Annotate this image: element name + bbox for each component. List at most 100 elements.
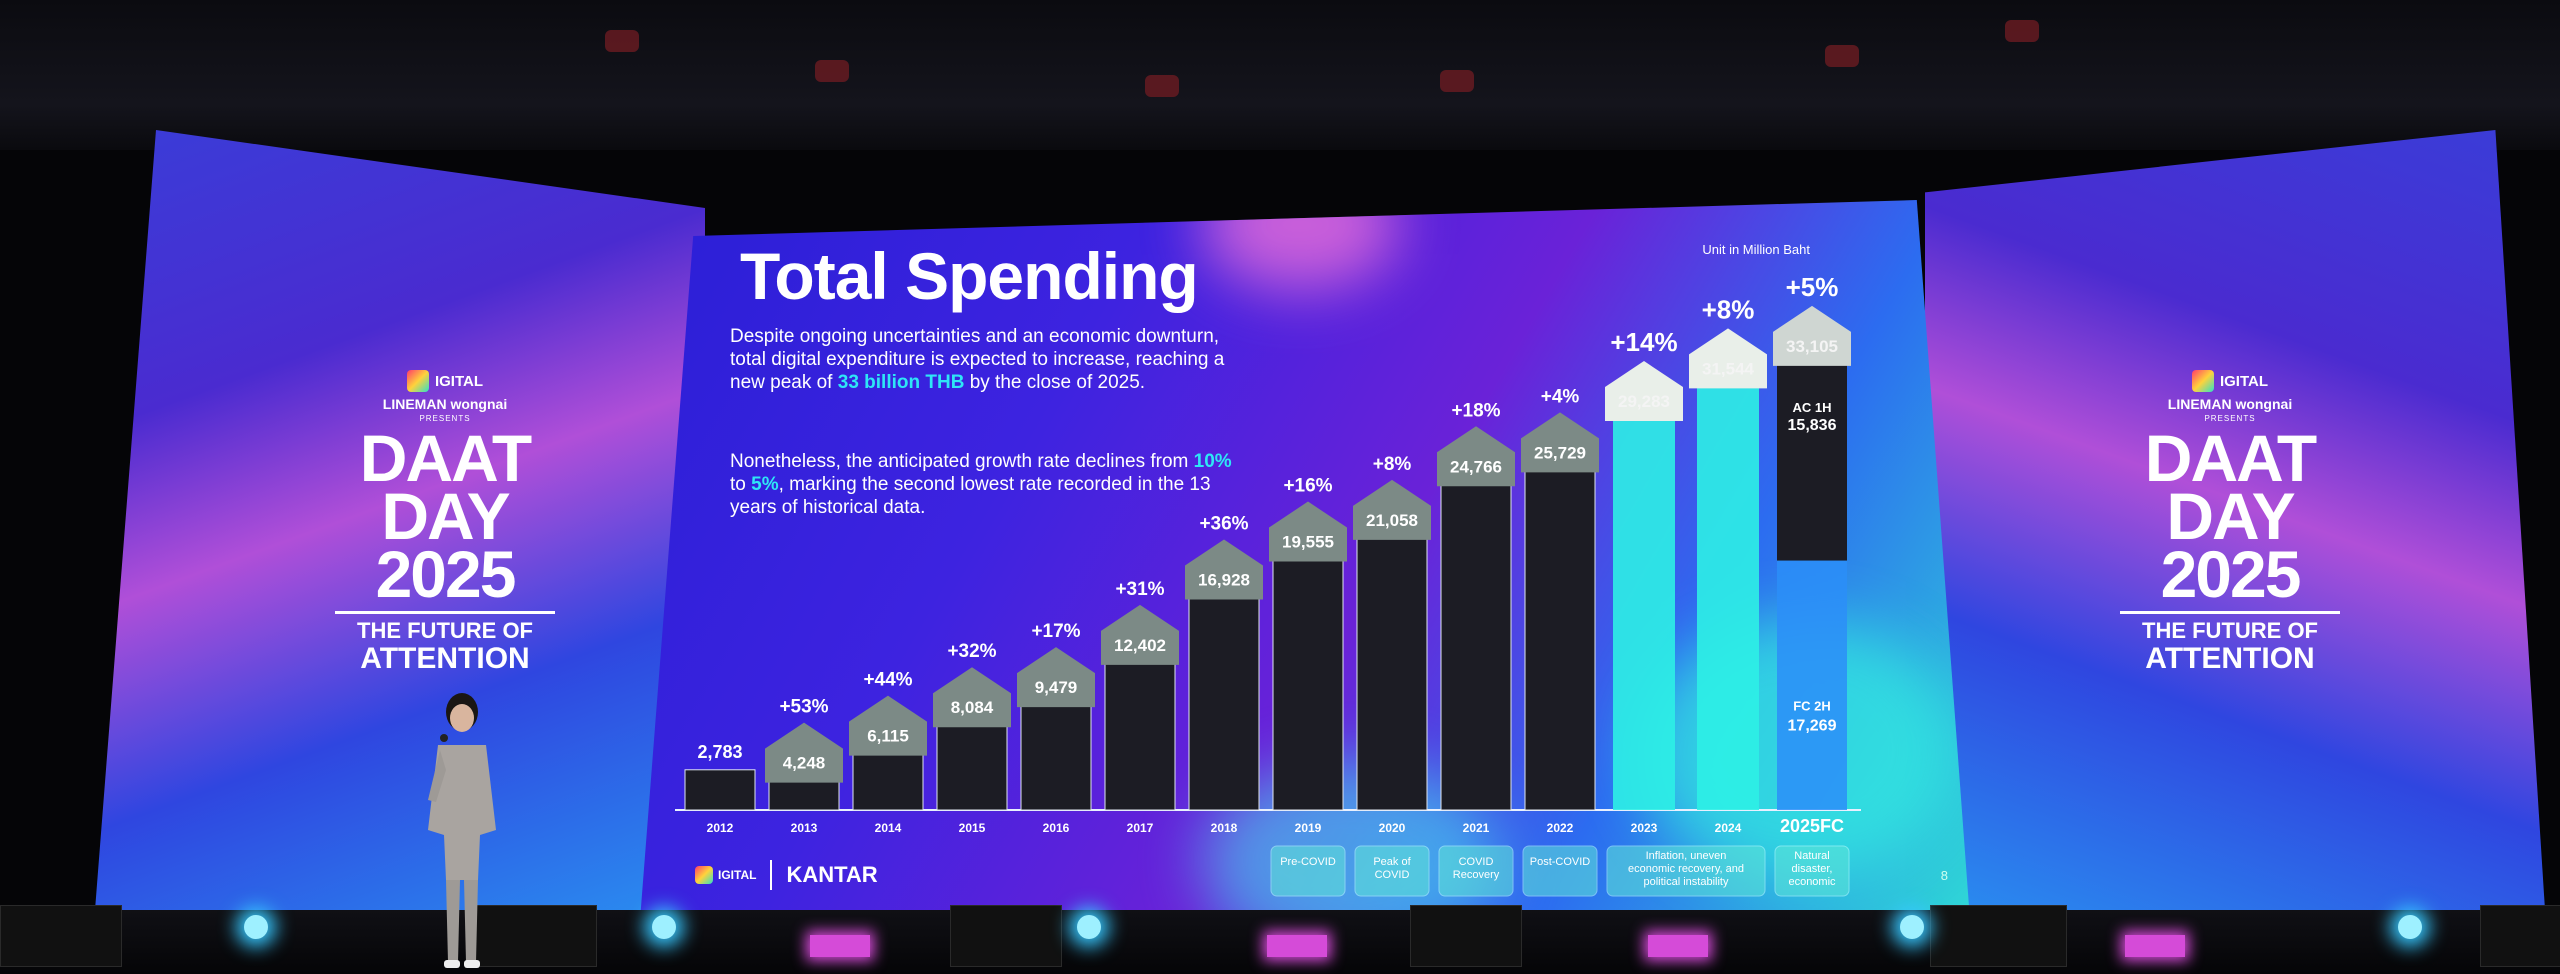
year-label-2016: 2016 <box>1043 821 1070 835</box>
ac-1h-label: AC 1H <box>1792 400 1831 415</box>
event-brand-block: IGITAL LINEMAN wongnai PRESENTS DAAT DAY… <box>295 370 595 674</box>
value-label-2024: 31,544 <box>1702 359 1755 378</box>
stage-light <box>652 915 676 939</box>
bar-2019 <box>1272 527 1344 811</box>
growth-cap-2015 <box>933 667 1011 728</box>
digital-logo-icon <box>695 866 713 884</box>
para2-text-end: , marking the second lowest rate recorde… <box>730 474 1211 518</box>
digital-logo: IGITAL <box>295 370 595 392</box>
value-label-2022: 25,729 <box>1534 443 1586 462</box>
growth-cap-2020 <box>1353 479 1431 540</box>
para1-text-end: by the close of 2025. <box>964 372 1146 393</box>
rig-light <box>1440 70 1474 92</box>
growth-label-2024: +8% <box>1702 294 1755 324</box>
growth-cap-2022 <box>1521 412 1599 473</box>
tagline-line1: THE FUTURE OF <box>2120 611 2340 644</box>
slide-paragraph-2: Nonetheless, the anticipated growth rate… <box>730 450 1240 519</box>
fc-2h-value: 17,269 <box>1788 718 1837 735</box>
year-label-2012: 2012 <box>707 821 734 835</box>
para2-highlight-1: 10% <box>1193 451 1232 472</box>
year-label-2017: 2017 <box>1127 821 1154 835</box>
growth-label-2017: +31% <box>1115 579 1164 600</box>
para2-text-mid: to <box>730 474 752 495</box>
year-label-2014: 2014 <box>875 821 902 835</box>
rig-light <box>2005 20 2039 42</box>
presenter <box>428 693 496 968</box>
event-name: DAAT DAY 2025 <box>2080 421 2380 607</box>
growth-label-2015: +32% <box>947 641 996 662</box>
year-label-2018: 2018 <box>1211 821 1238 835</box>
bar-2022 <box>1524 437 1596 811</box>
para2-highlight-2: 5% <box>751 474 779 495</box>
stage-speaker <box>0 905 122 967</box>
growth-label-2022: +4% <box>1541 386 1580 407</box>
growth-label-2018: +36% <box>1199 513 1248 534</box>
spending-bar-chart: 2,783 2012 4,248 +53% 2013 6,115 +44% 2014 8,084… <box>675 272 1861 897</box>
growth-label-2023: +14% <box>1610 327 1677 357</box>
page-number: 8 <box>1940 868 1948 883</box>
growth-cap-2019 <box>1269 501 1347 562</box>
year-label-2022: 2022 <box>1547 821 1574 835</box>
period-tag-text: COVID <box>1459 856 1494 868</box>
value-label-2019: 19,555 <box>1282 533 1334 552</box>
stage-speaker <box>950 905 1062 967</box>
period-tag-text: Inflation, uneven <box>1646 850 1727 862</box>
digital-logo-text: IGITAL <box>434 372 484 390</box>
period-tag-text: economic recovery, and <box>1628 863 1744 875</box>
tagline-line2: ATTENTION <box>360 642 530 675</box>
period-tag-text: Recovery <box>1453 869 1500 881</box>
growth-cap-2016 <box>1017 647 1095 708</box>
stage-light <box>1900 915 1924 939</box>
period-tag-box <box>1270 845 1346 897</box>
year-label-2021: 2021 <box>1463 821 1490 835</box>
value-label-2020: 21,058 <box>1366 511 1418 530</box>
para1-highlight: 33 billion THB <box>837 372 965 393</box>
stage-light <box>1077 915 1101 939</box>
event-name-line2: DAY <box>381 479 510 553</box>
digital-footer-logo: IGITAL <box>695 866 756 884</box>
digital-logo-icon <box>406 370 429 392</box>
digital-logo-icon <box>2191 370 2214 392</box>
digital-footer-logo-text: IGITAL <box>718 868 757 882</box>
period-tag-text: Post-COVID <box>1530 856 1591 868</box>
period-tag-text: disaster, <box>1792 863 1833 875</box>
bar-2024 <box>1697 354 1759 810</box>
year-label-2023: 2023 <box>1631 821 1658 835</box>
para1-text: Despite ongoing uncertainties and an eco… <box>730 326 1225 393</box>
growth-label-2020: +8% <box>1373 454 1412 475</box>
slide-title: Total Spending <box>740 239 1199 313</box>
kantar-logo: KANTAR <box>786 862 878 887</box>
event-name-line1: DAAT <box>2144 421 2317 495</box>
period-tag-text: Pre-COVID <box>1280 856 1336 868</box>
growth-cap-2024 <box>1689 328 1767 389</box>
growth-cap-2023 <box>1605 361 1683 422</box>
growth-label-2016: +17% <box>1031 621 1080 642</box>
stage-speaker <box>470 905 597 967</box>
stage-light-pink <box>2125 935 2185 957</box>
stage-speaker <box>1410 905 1522 967</box>
value-label-2021: 24,766 <box>1450 457 1502 476</box>
event-name: DAAT DAY 2025 <box>295 425 595 611</box>
bar-2025-fc-2h <box>1777 560 1847 810</box>
digital-logo: IGITAL <box>2080 370 2380 392</box>
stage-light-pink <box>810 935 870 957</box>
growth-cap-2013 <box>765 722 843 783</box>
bar-2021 <box>1440 451 1512 811</box>
period-tag-text: Peak of <box>1373 856 1411 868</box>
period-tag-box <box>1522 845 1598 897</box>
year-label-2020: 2020 <box>1379 821 1406 835</box>
period-tag-box <box>1606 845 1766 897</box>
rig-light <box>815 60 849 82</box>
value-label-2025FC: 33,105 <box>1786 337 1838 356</box>
presents-text: PRESENTS <box>419 414 471 423</box>
slide-footer-logos: IGITAL KANTAR <box>695 860 878 890</box>
stage-light-pink <box>1648 935 1708 957</box>
tagline-line2: ATTENTION <box>2145 642 2315 675</box>
period-tag-text: COVID <box>1375 869 1410 881</box>
bar-2023 <box>1613 387 1675 810</box>
growth-cap-2025FC <box>1773 305 1851 366</box>
ac-1h-value: 15,836 <box>1788 417 1837 434</box>
event-name-line3: 2025 <box>375 537 517 611</box>
period-tag-box <box>1354 845 1430 897</box>
growth-label-2019: +16% <box>1283 476 1332 497</box>
